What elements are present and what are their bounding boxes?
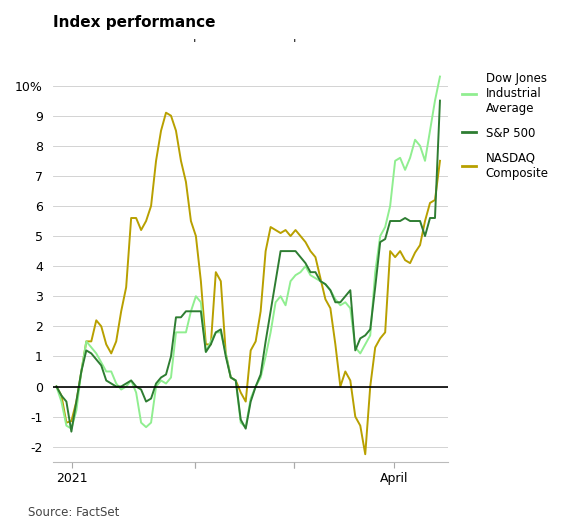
Text: Source: FactSet: Source: FactSet xyxy=(28,506,120,519)
Text: Index performance: Index performance xyxy=(52,15,215,30)
Legend: Dow Jones
Industrial
Average, S&P 500, NASDAQ
Composite: Dow Jones Industrial Average, S&P 500, N… xyxy=(457,67,554,184)
